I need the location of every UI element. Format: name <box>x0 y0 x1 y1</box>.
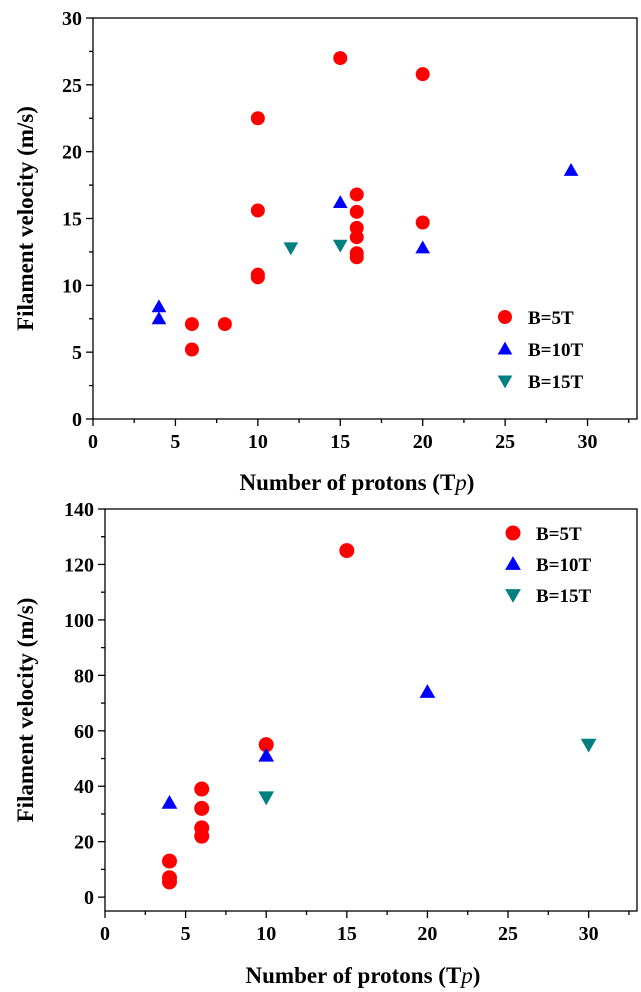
x-tick-label: 30 <box>578 431 598 453</box>
series-B=5T <box>161 543 355 890</box>
data-point <box>419 684 436 698</box>
y-tick-label: 25 <box>62 75 82 97</box>
series-B=15T <box>283 239 348 256</box>
y-tick-label: 0 <box>72 409 82 431</box>
data-point <box>415 67 430 82</box>
data-point <box>258 747 275 762</box>
data-point <box>184 342 199 357</box>
y-axis-title: Filament velocity (m/s) <box>13 106 38 331</box>
y-tick-label: 5 <box>72 342 82 364</box>
x-axis-title: Number of protons (Tp) <box>246 963 481 988</box>
x-tick-label: 25 <box>498 923 518 945</box>
data-point <box>151 299 167 313</box>
legend-marker <box>505 589 521 603</box>
data-point <box>332 195 348 208</box>
data-point <box>333 51 348 66</box>
legend-label: B=10T <box>528 340 583 361</box>
data-point <box>217 317 232 332</box>
y-tick-label: 60 <box>74 721 94 743</box>
x-tick-label: 20 <box>413 431 433 453</box>
x-tick-label: 15 <box>337 923 357 945</box>
legend-marker <box>505 525 521 541</box>
data-point <box>194 828 210 844</box>
chart-bottom: 0 5 10 15 20 25 30 0 20 40 60 80 100 120 140 Number of … <box>13 500 638 988</box>
data-point <box>415 215 430 230</box>
plot-frame <box>104 508 638 912</box>
legend-marker <box>497 341 513 355</box>
legend-marker <box>505 556 521 570</box>
data-point <box>332 239 348 253</box>
data-point <box>194 800 210 816</box>
x-tick-label: 20 <box>417 923 437 945</box>
data-point <box>283 242 299 256</box>
data-point <box>258 737 274 753</box>
y-tick-label: 30 <box>62 8 82 30</box>
y-tick-label: 15 <box>62 209 82 231</box>
legend-label: B=5T <box>536 524 582 545</box>
x-tick-label: 25 <box>495 431 515 453</box>
y-tick-label: 120 <box>64 554 94 576</box>
y-tick-label: 20 <box>74 832 94 854</box>
x-tick-label: 15 <box>330 431 350 453</box>
data-point <box>151 311 167 325</box>
x-tick-label: 10 <box>248 431 268 453</box>
y-tick-label: 20 <box>62 142 82 164</box>
x-tick-label: 30 <box>579 923 599 945</box>
y-tick-label: 10 <box>62 275 82 297</box>
data-point <box>258 791 275 806</box>
legend-label: B=15T <box>528 372 583 393</box>
y-tick-label: 100 <box>64 610 94 632</box>
legend-marker <box>497 375 513 389</box>
data-point <box>349 204 364 219</box>
legend-label: B=10T <box>536 555 591 576</box>
data-point <box>250 203 265 218</box>
data-point <box>339 543 355 559</box>
data-point <box>161 874 177 890</box>
y-tick-label: 40 <box>74 776 94 798</box>
data-point <box>580 738 597 753</box>
data-point <box>415 240 431 254</box>
data-point <box>161 853 177 869</box>
data-point <box>349 250 364 265</box>
series-B=15T <box>258 738 597 806</box>
x-tick-label: 10 <box>256 923 276 945</box>
y-tick-label: 0 <box>84 887 94 909</box>
x-tick-label: 0 <box>88 431 98 453</box>
data-point <box>563 163 579 176</box>
chart-top: 0 5 10 15 20 25 30 0 5 10 15 20 25 30 Number of proton… <box>13 8 638 495</box>
data-point <box>250 270 265 285</box>
x-tick-label: 0 <box>100 923 110 945</box>
data-point <box>250 111 265 126</box>
data-point <box>184 317 199 332</box>
legend: B=5T B=10T B=15T <box>497 308 583 393</box>
series-B=10T <box>151 163 579 325</box>
x-axis-title: Number of protons (Tp) <box>240 470 475 495</box>
legend: B=5T B=10T B=15T <box>505 524 591 607</box>
data-point <box>161 795 178 809</box>
legend-label: B=5T <box>528 308 574 329</box>
legend-label: B=15T <box>536 586 591 607</box>
y-tick-label: 140 <box>64 500 94 521</box>
data-point <box>349 230 364 245</box>
x-tick-label: 5 <box>170 431 180 453</box>
data-point <box>194 781 210 797</box>
data-point <box>349 187 364 202</box>
x-tick-label: 5 <box>181 923 191 945</box>
y-tick-label: 80 <box>74 665 94 687</box>
series-B=5T <box>184 51 430 357</box>
y-axis-title: Filament velocity (m/s) <box>13 598 38 823</box>
legend-marker <box>498 310 512 324</box>
series-B=10T <box>161 684 436 809</box>
